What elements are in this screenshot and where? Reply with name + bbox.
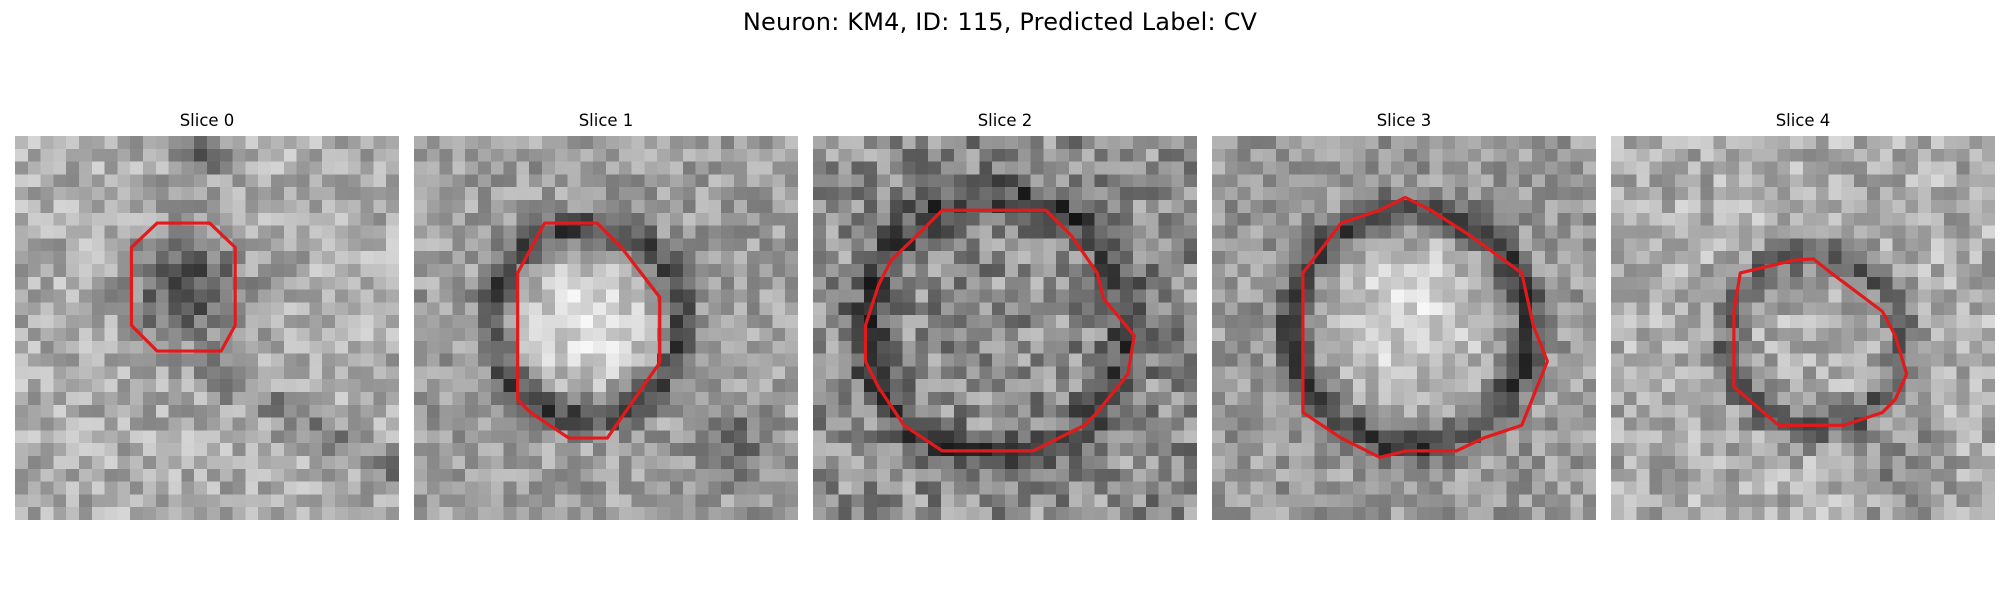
contour-polygon (516, 221, 662, 440)
slice-title: Slice 1 (578, 111, 634, 130)
slice-image (1611, 136, 1995, 520)
contour-overlay (1732, 257, 1909, 427)
grayscale-em-image (1611, 136, 1995, 520)
slice-panel-0: Slice 0 (15, 112, 399, 520)
contour-overlay (1301, 195, 1549, 459)
figure-title: Neuron: KM4, ID: 115, Predicted Label: C… (742, 8, 1258, 36)
slice-panel-3: Slice 3 (1212, 112, 1596, 520)
slice-title: Slice 0 (179, 111, 235, 130)
slice-title: Slice 4 (1775, 111, 1831, 130)
slice-title: Slice 3 (1376, 111, 1432, 130)
contour-polygon (1301, 195, 1549, 459)
contour-polygon (1732, 257, 1909, 427)
slice-title: Slice 2 (977, 111, 1033, 130)
grayscale-em-image (813, 136, 1197, 520)
grayscale-em-image (1212, 136, 1596, 520)
slice-image (1212, 136, 1596, 520)
contour-polygon (129, 221, 237, 353)
grayscale-em-image (414, 136, 798, 520)
contour-polygon (863, 208, 1136, 453)
grayscale-em-image (15, 136, 399, 520)
slice-panel-2: Slice 2 (813, 112, 1197, 520)
slice-panel-1: Slice 1 (414, 112, 798, 520)
slice-image (414, 136, 798, 520)
contour-overlay (863, 208, 1136, 453)
contour-overlay (516, 221, 662, 440)
slice-image (813, 136, 1197, 520)
slice-image (15, 136, 399, 520)
slice-panel-4: Slice 4 (1611, 112, 1995, 520)
contour-overlay (129, 221, 237, 353)
